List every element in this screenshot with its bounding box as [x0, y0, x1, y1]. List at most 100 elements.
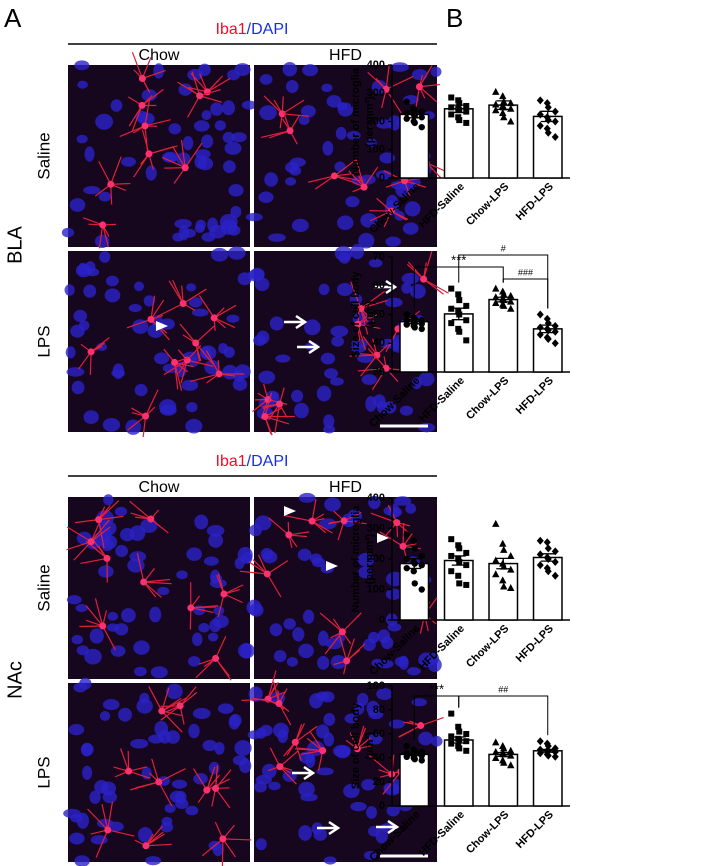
data-point	[500, 744, 508, 752]
nucleus	[399, 405, 414, 416]
nucleus	[350, 344, 367, 353]
nucleus	[358, 232, 375, 249]
cell-body	[261, 413, 269, 421]
data-point	[507, 761, 515, 769]
data-point	[455, 542, 462, 549]
nucleus	[361, 374, 377, 385]
cell-body	[142, 412, 150, 420]
process	[311, 499, 317, 522]
nucleus	[192, 632, 203, 647]
data-point	[448, 568, 455, 575]
nucleus	[317, 630, 329, 647]
nucleus	[209, 618, 222, 633]
nucleus	[353, 702, 365, 715]
data-point	[492, 293, 500, 301]
nucleus	[102, 418, 121, 432]
process	[363, 166, 379, 188]
data-point	[403, 311, 410, 318]
process	[338, 633, 348, 662]
nucleus	[73, 309, 88, 322]
nucleus	[269, 316, 284, 331]
nucleus	[289, 157, 306, 168]
process	[201, 838, 224, 857]
data-point	[544, 128, 552, 137]
significance-bracket	[502, 278, 549, 309]
process	[266, 560, 289, 575]
nucleus	[210, 247, 229, 262]
x-tick-label: HFD-LPS	[514, 623, 556, 665]
x-tick-label: HFD-LPS	[514, 181, 556, 223]
cell-body	[212, 654, 220, 662]
cell-body	[179, 300, 187, 308]
process	[158, 781, 173, 807]
nucleus	[260, 547, 274, 560]
process	[145, 825, 163, 847]
process	[101, 804, 109, 831]
nucleus	[345, 196, 360, 208]
point-group	[448, 94, 470, 126]
data-point	[403, 321, 410, 328]
data-point	[551, 327, 559, 336]
nucleus	[338, 251, 351, 264]
nucleus	[84, 648, 102, 665]
nucleus	[226, 314, 240, 323]
process	[423, 278, 444, 295]
nucleus	[201, 134, 214, 149]
process	[300, 750, 323, 755]
process	[120, 748, 130, 772]
nucleus	[255, 727, 267, 739]
nucleus	[61, 227, 75, 238]
data-point	[448, 552, 455, 559]
process	[371, 367, 387, 391]
nucleus	[336, 282, 353, 297]
nucleus	[231, 132, 247, 143]
nucleus	[318, 518, 337, 530]
cell-body	[212, 784, 220, 792]
nucleus	[431, 735, 443, 747]
nucleus	[283, 618, 296, 630]
data-point	[544, 567, 552, 576]
nucleus	[273, 649, 287, 663]
process	[157, 302, 184, 318]
data-point	[448, 111, 455, 118]
cell-body	[353, 745, 361, 753]
nucleus	[81, 743, 94, 756]
data-point	[500, 545, 508, 553]
process	[90, 336, 110, 353]
nucleus	[343, 783, 360, 799]
process	[334, 172, 358, 177]
cell-body	[285, 531, 293, 539]
process	[110, 156, 122, 185]
nucleus	[82, 765, 93, 780]
nucleus	[366, 805, 377, 819]
process	[150, 299, 165, 320]
nucleus	[234, 740, 252, 756]
nucleus	[385, 236, 401, 247]
nucleus	[344, 713, 359, 724]
process	[85, 605, 104, 627]
point-group	[448, 285, 470, 344]
nucleus	[133, 666, 147, 677]
data-point	[492, 299, 500, 306]
data-point	[463, 747, 470, 754]
process	[324, 631, 343, 655]
nucleus	[115, 544, 129, 558]
process	[222, 838, 236, 858]
process	[215, 769, 232, 789]
nucleus	[157, 586, 170, 596]
data-point	[418, 123, 425, 131]
data-point	[536, 561, 544, 570]
process	[90, 521, 101, 542]
process	[173, 362, 183, 391]
nucleus	[214, 120, 226, 131]
nucleus	[222, 100, 236, 116]
cell-body	[203, 786, 211, 794]
process	[385, 75, 414, 90]
nucleus	[134, 281, 145, 292]
cell-body	[181, 164, 189, 172]
process	[94, 598, 104, 627]
nucleus	[286, 656, 298, 667]
nucleus	[182, 136, 194, 151]
data-point	[507, 583, 515, 591]
nucleus	[159, 399, 177, 415]
